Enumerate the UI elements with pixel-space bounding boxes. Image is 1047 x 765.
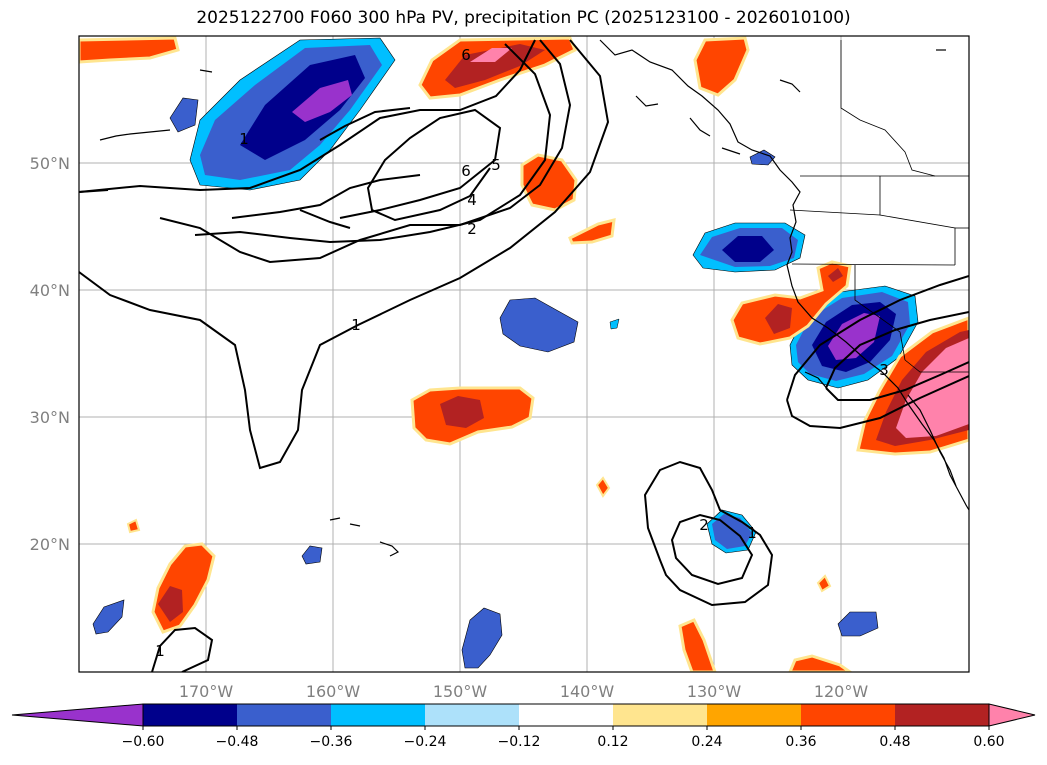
- contour-label: 1: [155, 642, 165, 660]
- map-frame: [78, 35, 970, 673]
- colorbar-tick-label: 0.36: [785, 734, 816, 750]
- colorbar-segment: [707, 704, 802, 726]
- colorbar-tick-label: 0.12: [597, 734, 628, 750]
- lon-label-130w: 130°W: [687, 682, 742, 701]
- colorbar-tick-label: −0.48: [216, 734, 259, 750]
- lat-label-50n: 50°N: [30, 154, 70, 173]
- contour-label: 2: [699, 516, 709, 534]
- negative-precip-areas: [92, 37, 919, 669]
- longitude-labels: 170°W 160°W 150°W 140°W 130°W 120°W: [179, 682, 869, 701]
- contour-label: 5: [491, 156, 501, 174]
- colorbar-segment: [613, 704, 708, 726]
- pv-contours: [79, 39, 969, 672]
- colorbar-extend-min: [11, 703, 144, 727]
- colorbar-segment: [425, 704, 520, 726]
- lat-label-30n: 30°N: [30, 408, 70, 427]
- contour-label: 1: [239, 130, 249, 148]
- latitude-labels: 50°N 40°N 30°N 20°N: [30, 154, 70, 554]
- colorbar-tick-label: −0.36: [310, 734, 353, 750]
- colorbar-segment: [519, 704, 614, 726]
- colorbar-segment: [237, 704, 332, 726]
- contour-label: 4: [467, 191, 477, 209]
- lon-label-170w: 170°W: [179, 682, 234, 701]
- lat-label-40n: 40°N: [30, 281, 70, 300]
- colorbar-segment: [331, 704, 426, 726]
- contour-labels: 6 6 5 4 2 1 1 1 2 1 3: [155, 46, 889, 660]
- map-title: 2025122700 F060 300 hPa PV, precipitatio…: [196, 8, 851, 28]
- lon-label-140w: 140°W: [560, 682, 615, 701]
- colorbar-tick-label: −0.12: [498, 734, 541, 750]
- colorbar-segment: [801, 704, 896, 726]
- colorbar-tick-label: −0.60: [122, 734, 165, 750]
- colorbar-tick-label: 0.60: [973, 734, 1004, 750]
- lon-label-150w: 150°W: [433, 682, 488, 701]
- colorbar-segment: [895, 704, 990, 726]
- colorbar-tick-label: 0.48: [879, 734, 910, 750]
- colorbar-outline: [142, 703, 990, 727]
- colorbar-tick-label: −0.24: [404, 734, 447, 750]
- contour-label: 1: [351, 316, 361, 334]
- colorbar-tick-label: 0.24: [691, 734, 722, 750]
- colorbar-segment: [143, 704, 238, 726]
- contour-label: 1: [747, 524, 757, 542]
- contour-label: 6: [461, 46, 471, 64]
- colorbar-extend-max: [988, 703, 1036, 727]
- lon-label-120w: 120°W: [814, 682, 869, 701]
- political-borders: [789, 40, 969, 373]
- contour-label: 3: [879, 361, 889, 379]
- contour-label: 2: [467, 220, 477, 238]
- contour-label: 6: [461, 162, 471, 180]
- lat-label-20n: 20°N: [30, 535, 70, 554]
- colorbar: −0.60 −0.48 −0.36 −0.24 −0.12 0.12 0.24 0.36 0.4…: [11, 703, 1036, 750]
- lon-label-160w: 160°W: [306, 682, 361, 701]
